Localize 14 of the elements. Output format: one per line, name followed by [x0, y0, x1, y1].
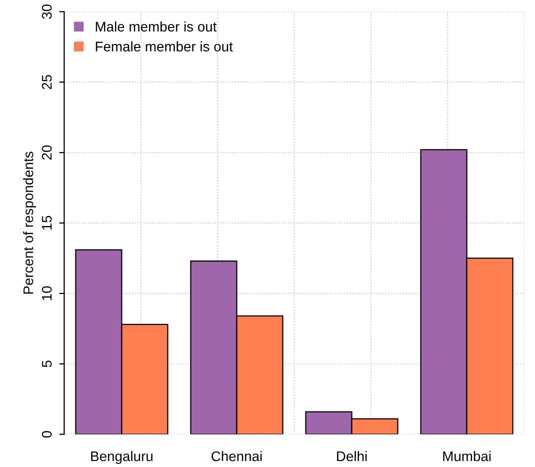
y-tick-label: 5 — [42, 360, 52, 368]
x-tick-label: Bengaluru — [91, 450, 152, 464]
legend-label: Female member is out — [96, 41, 233, 52]
x-tick-label: Chennai — [212, 450, 262, 462]
y-tick-label: 25 — [42, 74, 52, 90]
y-tick-label: 0 — [42, 430, 52, 438]
x-tick-label: Delhi — [337, 450, 367, 462]
y-tick-label: 30 — [42, 4, 52, 19]
legend-label: Male member is out — [96, 21, 217, 32]
y-axis-title: Percent of respondents — [23, 152, 36, 294]
y-tick-label: 20 — [42, 145, 52, 160]
y-tick-label: 10 — [42, 286, 52, 300]
x-tick-label: Mumbai — [443, 450, 491, 462]
y-tick-label: 15 — [42, 216, 52, 230]
